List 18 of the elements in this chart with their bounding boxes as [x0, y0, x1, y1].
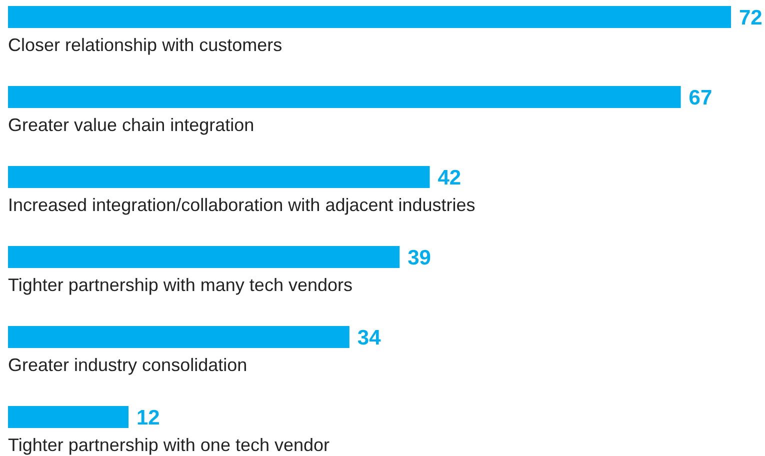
bar	[8, 6, 731, 28]
data-label: 42	[438, 166, 462, 190]
y-tick-label: Closer relationship with customers	[8, 35, 282, 55]
bar	[8, 246, 400, 268]
data-label: 34	[357, 326, 382, 350]
bar	[8, 326, 350, 348]
y-tick-label: Greater industry consolidation	[8, 355, 248, 375]
data-label: 39	[408, 246, 431, 270]
y-tick-label: Increased integration/collaboration with adjacent industries	[8, 195, 476, 215]
bar	[8, 406, 128, 428]
bar	[8, 166, 430, 188]
data-label: 67	[688, 86, 712, 110]
data-label: 12	[136, 406, 160, 430]
y-tick-label: Tighter partnership with many tech vendors	[8, 275, 352, 295]
y-tick-label: Tighter partnership with one tech vendor	[8, 435, 330, 455]
data-label: 72	[739, 6, 762, 30]
bar	[8, 86, 681, 108]
y-tick-label: Greater value chain integration	[8, 115, 254, 135]
